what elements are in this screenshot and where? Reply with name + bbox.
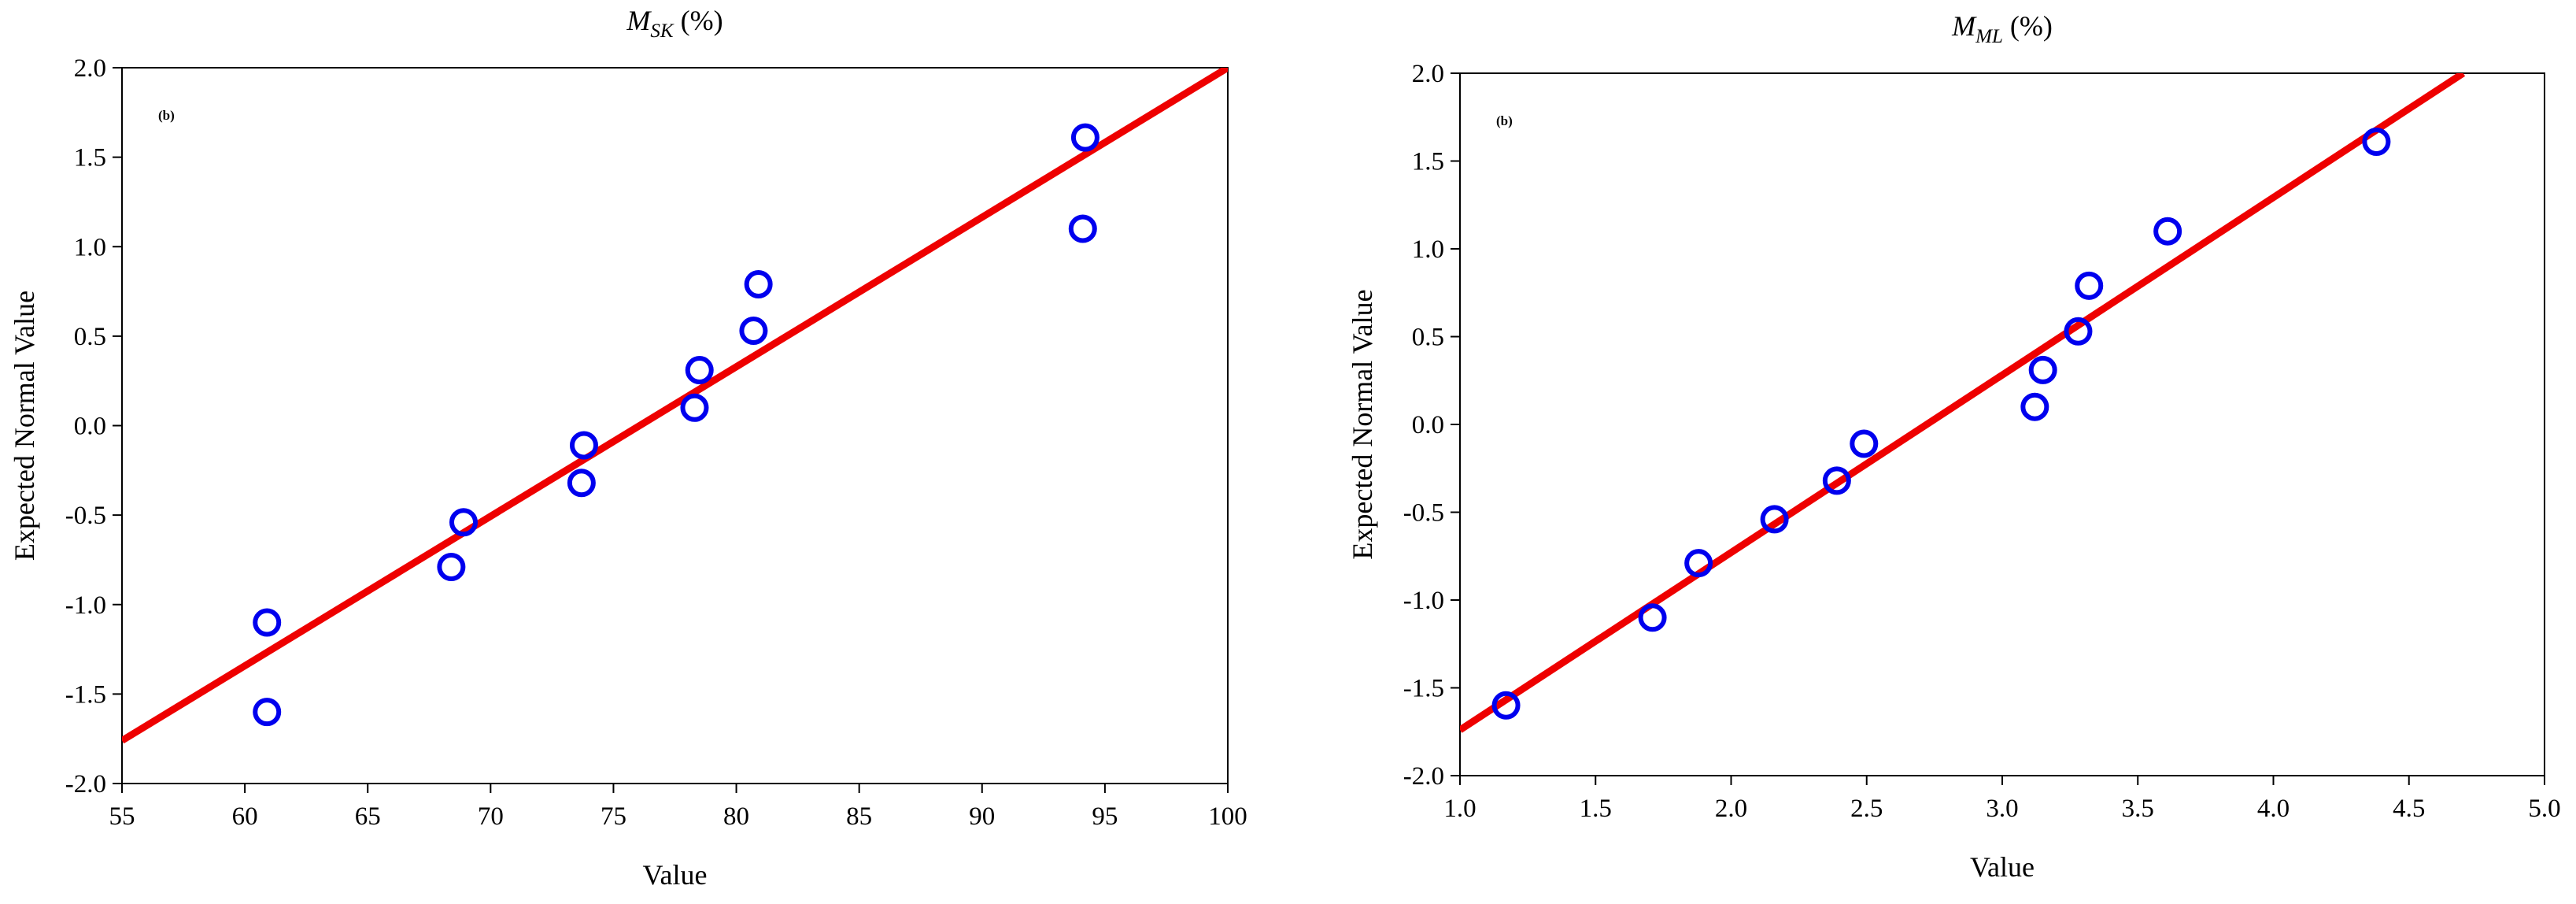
chart1-panel: 55 60 65 70 75 80 85 90 95 100 -2.0 -1.5 -1.0 -0.5 0.0… — [9, 5, 1247, 891]
chart2-title-subscript: ML — [1975, 26, 2003, 47]
chart2-plot-frame — [1459, 72, 2545, 776]
chart1-x-tick-label: 70 — [478, 802, 504, 831]
chart2-x-tick-label: 1.0 — [1443, 795, 1476, 823]
chart1-y-tick-label: -1.5 — [65, 680, 106, 709]
chart2-data-point — [1822, 466, 1851, 495]
chart2-title-base: M — [1951, 10, 1977, 42]
chart1-data-point — [1068, 214, 1097, 243]
chart1-title-unit: (%) — [674, 5, 723, 36]
chart2-data-point — [1850, 429, 1879, 458]
chart2-data-point — [1760, 505, 1789, 534]
chart2-x-tick-label: 2.0 — [1715, 795, 1747, 823]
chart1-data-point — [437, 553, 466, 582]
chart1-x-tick-label: 75 — [601, 802, 626, 831]
chart1-y-tick-label: 2.0 — [74, 54, 106, 83]
chart2-data-point — [2075, 271, 2104, 300]
chart1-x-tick-label: 55 — [109, 802, 135, 831]
chart2-x-axis-label: Value — [1970, 851, 2035, 883]
chart2-y-tick-label: 2.0 — [1412, 60, 1444, 88]
chart2-y-tick-label: 1.5 — [1412, 148, 1444, 176]
chart1-title-base: M — [626, 5, 652, 36]
chart1-x-tick-label: 90 — [969, 802, 995, 831]
chart2-x-tick-label: 5.0 — [2528, 795, 2560, 823]
chart2-x-tick-label: 1.5 — [1580, 795, 1612, 823]
chart2-x-tick-label: 4.0 — [2257, 795, 2290, 823]
chart2-title-unit: (%) — [2003, 10, 2053, 42]
chart1-y-axis-label: Expected Normal Value — [9, 291, 40, 561]
chart2-data-point — [1638, 603, 1667, 632]
chart1-y-tick-label: -1.0 — [65, 591, 106, 620]
chart1-data-point — [253, 698, 282, 727]
chart1-y-tick-label: 0.0 — [74, 413, 106, 441]
chart1-panel-label: (b) — [158, 108, 175, 123]
chart1-data-point — [253, 608, 282, 637]
chart1-x-tick-label: 95 — [1092, 802, 1118, 831]
chart2-data-point — [2362, 127, 2391, 156]
chart1-x-tick-label: 85 — [846, 802, 872, 831]
chart2-panel: 1.0 1.5 2.0 2.5 3.0 3.5 4.0 4.5 5.0 -2.0 -1.5 -1.0 -… — [1347, 10, 2561, 883]
chart2-y-tick-label: 0.0 — [1412, 411, 1444, 439]
chart2-x-tick-label: 3.5 — [2122, 795, 2154, 823]
chart2-x-tick-label: 2.5 — [1850, 795, 1883, 823]
chart1-data-point — [567, 469, 596, 498]
chart1-y-tick-label: 1.0 — [74, 233, 106, 261]
chart1-plot-frame — [121, 67, 1229, 784]
chart2-panel-label: (b) — [1496, 113, 1513, 128]
chart1-y-tick-label: 1.5 — [74, 144, 106, 172]
chart2-data-point — [1491, 691, 1521, 720]
chart1-y-tick-label: -2.0 — [65, 770, 106, 798]
chart1-title-subscript: SK — [650, 20, 674, 42]
chart1-y-tick-label: -0.5 — [65, 502, 106, 530]
chart1-data-point — [1070, 123, 1100, 152]
chart2-title: MML (%) — [1951, 10, 2053, 47]
chart2-data-point — [2153, 217, 2182, 246]
chart1-x-tick-label: 60 — [232, 802, 258, 831]
chart1-y-tick-label: 0.5 — [74, 323, 106, 351]
chart1-data-point — [449, 508, 478, 537]
chart2-data-point — [2064, 317, 2093, 346]
chart2-x-tick-label: 3.0 — [1986, 795, 2018, 823]
chart1-fit-line — [122, 68, 1228, 744]
chart1-data-point — [569, 431, 598, 460]
chart2-y-axis-label: Expected Normal Value — [1347, 289, 1378, 559]
chart2-data-point — [2020, 392, 2049, 421]
chart1-x-tick-label: 80 — [723, 802, 749, 831]
chart2-data-point — [2028, 355, 2057, 384]
chart2-y-tick-label: 1.0 — [1412, 235, 1444, 264]
chart2-y-tick-label: -2.0 — [1403, 762, 1444, 791]
chart2-y-tick-label: -0.5 — [1403, 499, 1444, 528]
chart1-data-point — [680, 393, 709, 422]
chart1-data-point — [739, 317, 768, 346]
chart1-x-axis-label: Value — [643, 859, 708, 891]
chart2-fit-line — [1460, 73, 2466, 733]
chart2-y-tick-label: -1.0 — [1403, 587, 1444, 615]
chart1-x-tick-label: 100 — [1208, 802, 1247, 831]
chart2-x-tick-label: 4.5 — [2393, 795, 2425, 823]
chart1-data-point — [744, 269, 773, 298]
chart2-y-tick-label: -1.5 — [1403, 675, 1444, 703]
chart1-title: MSK (%) — [626, 5, 723, 42]
chart1-x-tick-label: 65 — [355, 802, 381, 831]
chart1-data-point — [685, 356, 714, 385]
chart2-data-point — [1684, 549, 1713, 578]
chart2-y-tick-label: 0.5 — [1412, 324, 1444, 352]
